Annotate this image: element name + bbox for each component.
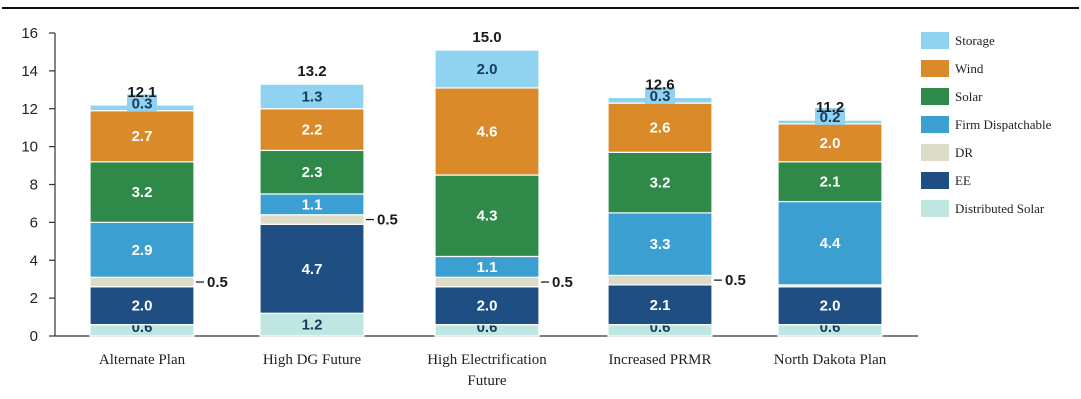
bar-segment	[259, 83, 365, 110]
bar-segment	[434, 276, 540, 288]
legend-swatch	[921, 200, 949, 217]
legend-swatch	[921, 32, 949, 49]
legend-label: EE	[955, 173, 971, 188]
bar-segment	[434, 174, 540, 258]
bar-segment	[434, 87, 540, 176]
bar-segment	[259, 223, 365, 314]
category-label: Future	[467, 373, 507, 389]
category-label: High DG Future	[263, 352, 362, 368]
data-label: 4.6	[477, 123, 498, 140]
legend-swatch	[921, 144, 949, 161]
bar-segment	[89, 276, 195, 288]
data-label: 0.5	[552, 274, 573, 291]
y-tick-label: 12	[21, 101, 38, 118]
y-tick-label: 10	[21, 139, 38, 156]
data-label: 1.3	[302, 88, 323, 105]
data-label: 3.3	[650, 236, 671, 253]
data-label: 3.2	[132, 184, 153, 201]
y-tick-label: 8	[30, 177, 38, 194]
plot-area: 02468101214160.62.00.52.93.22.70.312.1Al…	[21, 25, 918, 389]
bar-segment	[607, 212, 713, 277]
data-label: 2.9	[132, 242, 153, 259]
data-label: 4.4	[820, 235, 842, 252]
y-tick-label: 16	[21, 25, 38, 42]
data-label: 3.2	[650, 175, 671, 192]
category-label: North Dakota Plan	[774, 352, 887, 368]
bar-total: 13.2	[297, 63, 326, 80]
y-tick-label: 6	[30, 214, 38, 231]
bar-segment	[89, 286, 195, 326]
data-label-box	[127, 94, 157, 112]
legend-swatch	[921, 116, 949, 133]
legend: Storage Wind Solar Firm Dispatchable DR EE Dis…	[921, 32, 1052, 217]
y-tick-label: 14	[21, 63, 38, 80]
bar-segment	[434, 286, 540, 326]
category-label: High Electrification	[427, 352, 547, 368]
legend-swatch	[921, 172, 949, 189]
data-label: 2.1	[650, 297, 671, 314]
data-label: 1.1	[477, 259, 498, 276]
category-label: Increased PRMR	[609, 352, 712, 368]
legend-label: Firm Dispatchable	[955, 117, 1052, 132]
bar-segment	[259, 214, 365, 225]
bar-segment	[607, 102, 713, 153]
bar-total: 12.6	[645, 76, 674, 93]
bar-segment	[259, 108, 365, 152]
data-label: 4.7	[302, 261, 323, 278]
data-label: 0.3	[132, 96, 153, 113]
bar-segment	[607, 274, 713, 286]
bar-segment	[259, 149, 365, 195]
y-tick-label: 2	[30, 290, 38, 307]
data-label: 2.6	[650, 120, 671, 137]
data-label: 2.2	[302, 122, 323, 139]
data-label: 0.3	[650, 88, 671, 105]
bar-total: 12.1	[127, 84, 156, 101]
bar-total: 11.2	[816, 99, 844, 116]
legend-label: Solar	[955, 89, 983, 104]
data-label: 0.5	[377, 212, 398, 229]
data-label-box	[815, 107, 845, 125]
legend-swatch	[921, 60, 949, 77]
data-label: 4.3	[477, 208, 498, 225]
bar-segment	[434, 49, 540, 89]
legend-label: Storage	[955, 33, 995, 48]
bar-total: 15.0	[472, 29, 501, 46]
bar-segment	[607, 284, 713, 326]
data-label: 2.0	[477, 61, 498, 78]
data-label: 2.7	[132, 128, 153, 145]
legend-swatch	[921, 88, 949, 105]
data-label: 2.0	[820, 298, 841, 315]
data-label: 1.2	[302, 317, 323, 334]
bar-segment	[777, 123, 883, 163]
y-tick-label: 4	[30, 252, 38, 269]
data-label: 2.0	[820, 135, 841, 152]
data-label: 2.0	[477, 298, 498, 315]
data-label-box	[645, 87, 675, 105]
data-label: 2.1	[820, 174, 841, 191]
data-label: 2.3	[302, 164, 323, 181]
category-label: Alternate Plan	[99, 352, 186, 368]
data-label: 0.5	[725, 272, 746, 289]
legend-label: Wind	[955, 61, 984, 76]
bar-segment	[777, 286, 883, 326]
legend-label: Distributed Solar	[955, 201, 1045, 216]
data-label: 1.1	[302, 196, 323, 213]
data-label: 0.5	[207, 274, 228, 291]
y-tick-label: 0	[30, 328, 38, 345]
bar-segment	[777, 200, 883, 286]
legend-label: DR	[955, 145, 973, 160]
data-label: 0.2	[820, 109, 841, 126]
bar-segment	[89, 110, 195, 163]
data-label: 2.0	[132, 298, 153, 315]
